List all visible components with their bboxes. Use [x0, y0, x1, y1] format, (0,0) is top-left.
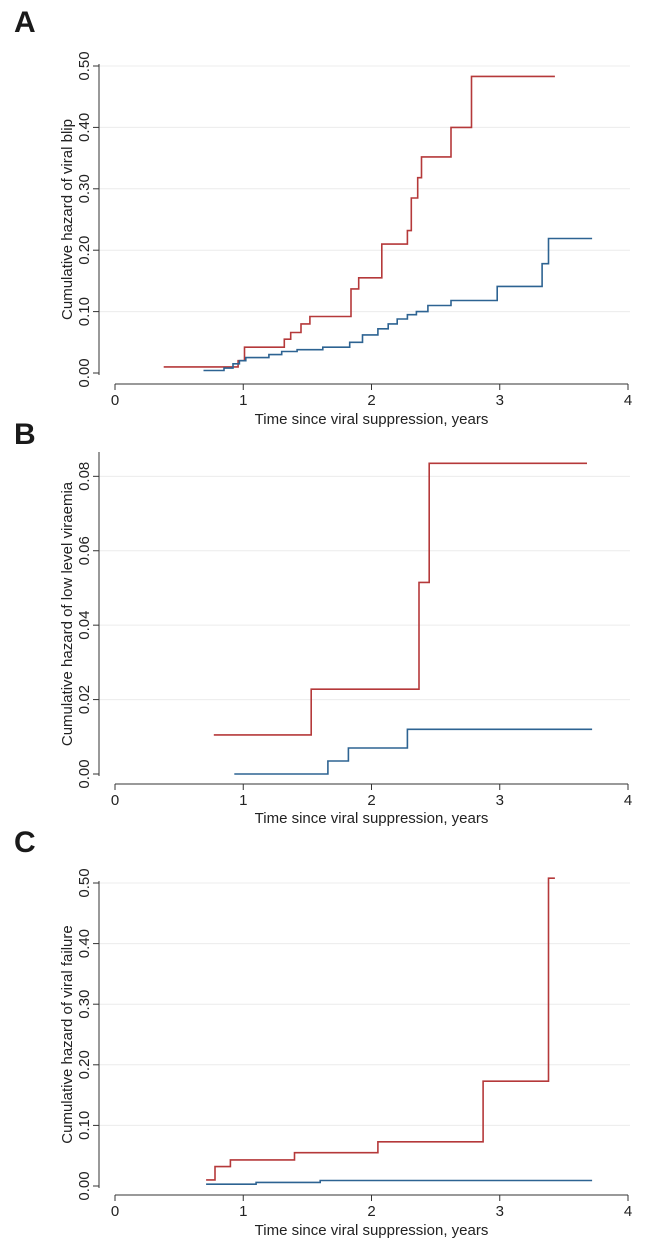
- x-axis-label: Time since viral suppression, years: [255, 1222, 489, 1239]
- y-tick-label: 0.10: [76, 1111, 93, 1140]
- series-line-blue: [206, 1179, 593, 1185]
- y-tick-label: 0.02: [76, 685, 93, 714]
- x-tick-label: 3: [496, 1203, 504, 1220]
- panel-label: B: [14, 418, 36, 451]
- chart-panel-c: C 0.00 0.10 0.20 0.30 0.40 0.50 0 1 2 3 4 Time since…: [14, 826, 632, 1239]
- series-line-blue: [234, 728, 593, 775]
- y-tick-label: 0.50: [76, 51, 93, 80]
- series-line-blue: [203, 237, 593, 372]
- y-tick-label: 0.06: [76, 536, 93, 565]
- y-tick-label: 0.08: [76, 462, 93, 491]
- x-tick-label: 4: [624, 1203, 632, 1220]
- y-tick-label: 0.00: [76, 358, 93, 387]
- y-axis-label: Cumulative hazard of viral failure: [59, 925, 76, 1143]
- y-tick-label: 0.50: [76, 868, 93, 897]
- x-tick-label: 1: [239, 1203, 247, 1220]
- y-tick-label: 0.40: [76, 929, 93, 958]
- x-tick-label: 3: [496, 792, 504, 809]
- series-line-red: [213, 462, 587, 736]
- y-tick-label: 0.30: [76, 174, 93, 203]
- y-axis-label: Cumulative hazard of viral blip: [59, 119, 76, 320]
- x-tick-label: 0: [111, 1203, 119, 1220]
- panel-label: A: [14, 6, 36, 39]
- y-tick-label: 0.04: [76, 611, 93, 640]
- y-tick-label: 0.30: [76, 990, 93, 1019]
- y-tick-label: 0.00: [76, 759, 93, 788]
- x-axis-label: Time since viral suppression, years: [255, 810, 489, 827]
- series-line-red: [163, 75, 555, 368]
- y-tick-label: 0.20: [76, 236, 93, 265]
- x-tick-label: 1: [239, 792, 247, 809]
- chart-panel-a: A 0.00 0.10 0.20 0.30 0.40 0.50 0 1 2 3 4 Time since…: [14, 6, 632, 428]
- x-tick-label: 2: [367, 792, 375, 809]
- x-tick-label: 4: [624, 392, 632, 409]
- x-tick-label: 2: [367, 392, 375, 409]
- chart-panel-b: B 0.00 0.02 0.04 0.06 0.08 0 1 2 3 4 Time since vir…: [14, 418, 632, 827]
- x-tick-label: 0: [111, 792, 119, 809]
- x-tick-label: 3: [496, 392, 504, 409]
- x-tick-label: 2: [367, 1203, 375, 1220]
- series-line-red: [206, 877, 555, 1181]
- x-tick-label: 4: [624, 792, 632, 809]
- panel-label: C: [14, 826, 36, 859]
- x-axis-label: Time since viral suppression, years: [255, 411, 489, 428]
- x-tick-label: 1: [239, 392, 247, 409]
- y-axis-label: Cumulative hazard of low level viraemia: [59, 481, 76, 746]
- x-tick-label: 0: [111, 392, 119, 409]
- y-tick-label: 0.20: [76, 1050, 93, 1079]
- y-tick-label: 0.10: [76, 297, 93, 326]
- y-tick-label: 0.00: [76, 1171, 93, 1200]
- y-tick-label: 0.40: [76, 113, 93, 142]
